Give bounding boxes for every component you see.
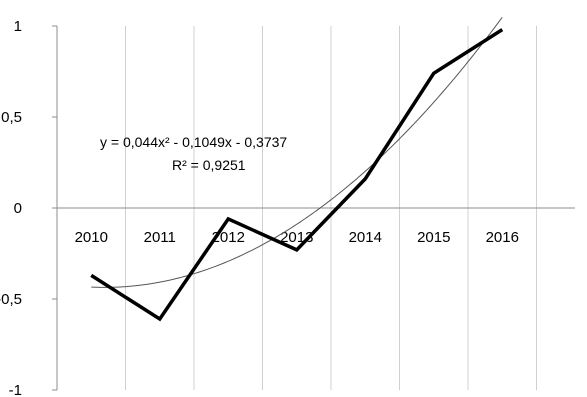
trendline-curve [91,16,503,288]
trendline-layer [91,16,503,288]
x-category-label: 2015 [417,229,450,246]
y-tick-label: 1 [14,18,22,35]
series-line [90,28,504,322]
x-category-label: 2011 [144,229,176,246]
series-layer [90,28,504,322]
y-tick-labels: 1 0,5 0 -0,5 -1 [0,18,57,397]
trendline-equation: y = 0,044x² - 0,1049x - 0,3737 [100,134,287,150]
axes [56,26,575,390]
trendline-annotations: y = 0,044x² - 0,1049x - 0,3737 R² = 0,92… [100,134,287,173]
y-tick-label: -0,5 [0,291,22,308]
trendline-r-squared: R² = 0,9251 [172,157,246,173]
y-tick-label: 0 [14,200,22,217]
x-category-labels: 2010 2011 2012 2013 2014 2015 2016 [75,229,519,246]
x-category-label: 2014 [349,229,382,246]
x-category-label: 2010 [75,229,108,246]
y-tick-label: -1 [9,382,22,397]
x-category-label: 2016 [486,229,519,246]
y-tick-label: 0,5 [1,109,22,126]
